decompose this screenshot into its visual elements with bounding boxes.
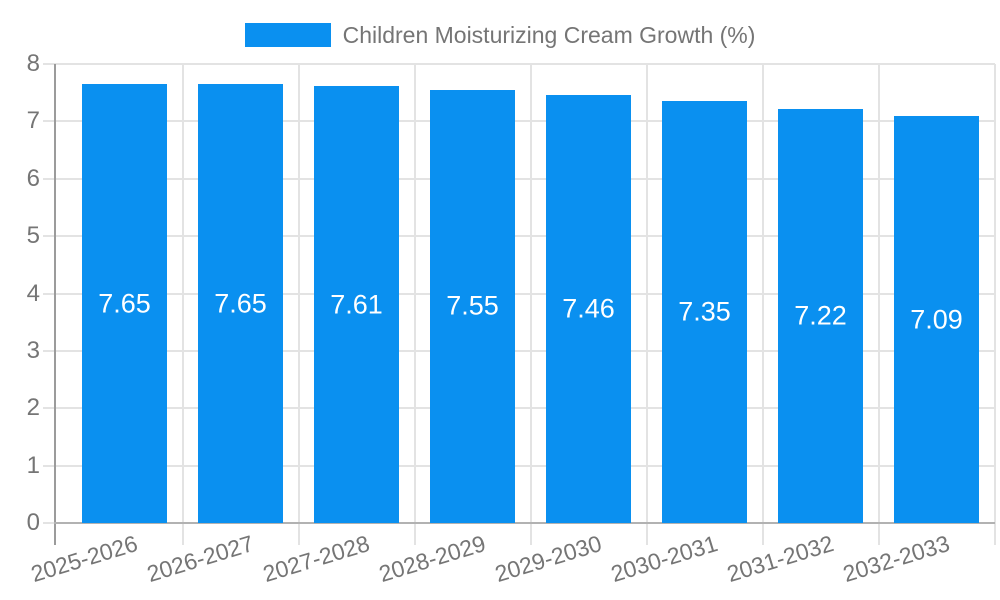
bar-value-label: 7.46 [562,293,615,324]
legend[interactable]: Children Moisturizing Cream Growth (%) [0,22,1000,48]
x-axis-tick-label: 2030-2031 [607,530,721,588]
h-gridline [43,407,995,410]
x-axis-tick-label: 2026-2027 [143,530,257,588]
bar[interactable]: 7.65 [198,84,283,523]
v-gridline [993,64,996,545]
bar-value-label: 7.22 [794,300,847,331]
bar-value-label: 7.55 [446,290,499,321]
bar[interactable]: 7.46 [546,94,631,523]
legend-label: Children Moisturizing Cream Growth (%) [342,21,756,48]
h-gridline [43,63,995,65]
y-axis-tick-label: 4 [26,279,40,307]
y-axis-tick [43,522,56,524]
y-axis-tick-label: 8 [26,50,40,77]
x-axis-tick-label: 2027-2028 [259,530,373,588]
bar-value-label: 7.65 [214,288,267,319]
legend-swatch [244,23,331,47]
bar-value-label: 7.09 [910,304,963,335]
y-axis-line [53,64,56,545]
bar-value-label: 7.65 [98,288,151,319]
y-axis-tick-label: 3 [26,336,40,364]
h-gridline [43,464,995,467]
x-axis-tick-label: 2031-2032 [723,530,837,588]
v-gridline [761,64,764,545]
v-gridline [413,64,416,545]
y-axis-tick-label: 6 [26,164,40,192]
x-axis-tick-label: 2025-2026 [27,530,141,588]
x-axis-tick-label: 2032-2033 [839,530,953,588]
bar[interactable]: 7.35 [662,101,747,523]
y-axis-tick-label: 1 [26,451,40,479]
v-gridline [877,64,880,545]
y-axis-tick-label: 2 [26,394,40,422]
x-axis-tick-label: 2029-2030 [491,530,605,588]
h-gridline [43,177,995,180]
bar[interactable]: 7.65 [82,84,167,523]
y-axis-tick-label: 7 [26,107,40,135]
h-gridline [43,292,995,295]
bar-value-label: 7.35 [678,296,731,327]
x-axis-baseline [53,522,995,524]
h-gridline [43,235,995,238]
bar-value-label: 7.61 [330,289,383,320]
h-gridline [43,120,995,123]
y-axis-tick-label: 0 [26,509,40,536]
x-axis-tick-label: 2028-2029 [375,530,489,588]
bar[interactable]: 7.09 [894,116,979,523]
bar[interactable]: 7.22 [778,108,863,523]
y-axis-tick-label: 5 [26,222,40,250]
v-gridline [181,64,184,545]
bar[interactable]: 7.61 [314,86,399,523]
v-gridline [529,64,532,545]
h-gridline [43,349,995,352]
v-gridline [645,64,648,545]
bar[interactable]: 7.55 [430,89,515,523]
v-gridline [297,64,300,545]
